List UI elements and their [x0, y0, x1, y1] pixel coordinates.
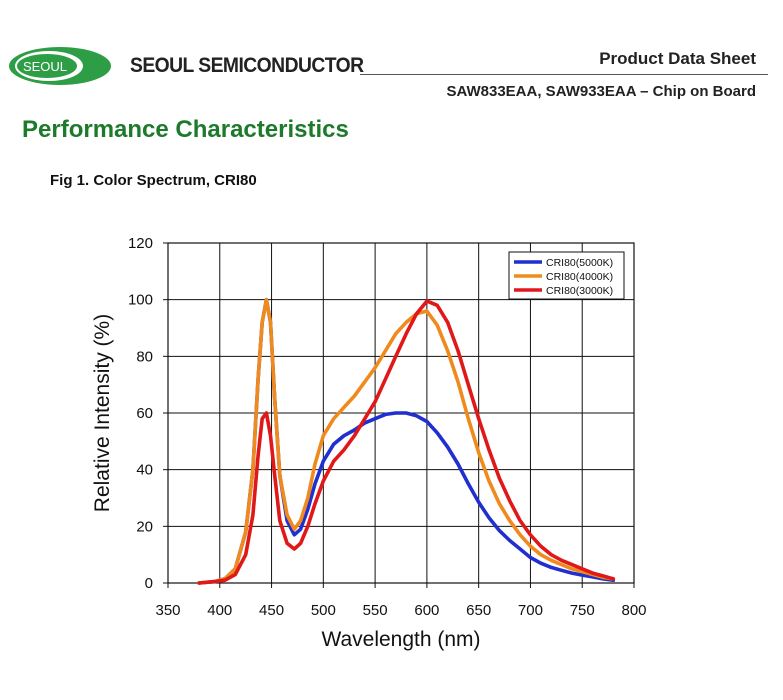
series-line-2 — [197, 299, 616, 585]
x-tick-label: 500 — [311, 602, 336, 619]
x-tick-label: 400 — [207, 602, 232, 619]
doc-subtitle: SAW833EAA, SAW933EAA – Chip on Board — [446, 83, 756, 100]
y-tick-label: 20 — [136, 518, 153, 535]
logo-text: SEOUL — [23, 59, 67, 74]
x-tick-label: 700 — [518, 602, 543, 619]
y-tick-label: 40 — [136, 462, 153, 479]
legend-label-0: CRI80(5000K) — [546, 257, 613, 269]
x-tick-label: 450 — [259, 602, 284, 619]
legend-label-2: CRI80(3000K) — [546, 285, 613, 297]
y-tick-label: 80 — [136, 348, 153, 365]
x-tick-label: 350 — [155, 602, 180, 619]
legend-label-1: CRI80(4000K) — [546, 271, 613, 283]
y-tick-label: 100 — [128, 292, 153, 309]
header-rule — [360, 74, 768, 75]
brand-name: SEOUL SEMICONDUCTOR — [130, 54, 364, 77]
series-line-1 — [197, 297, 616, 585]
doc-type: Product Data Sheet — [599, 49, 756, 68]
x-tick-label: 600 — [414, 602, 439, 619]
figure-caption: Fig 1. Color Spectrum, CRI80 — [50, 172, 257, 189]
y-tick-label: 0 — [145, 575, 153, 592]
y-tick-label: 60 — [136, 405, 153, 422]
x-tick-label: 800 — [621, 602, 646, 619]
x-axis-label: Wavelength (nm) — [321, 628, 480, 651]
x-tick-label: 650 — [466, 602, 491, 619]
x-tick-label: 550 — [363, 602, 388, 619]
x-tick-label: 750 — [570, 602, 595, 619]
y-axis-label: Relative Intensity (%) — [91, 314, 114, 512]
section-title: Performance Characteristics — [22, 116, 349, 143]
seoul-logo: SEOUL — [9, 47, 111, 85]
y-tick-label: 120 — [128, 235, 153, 252]
